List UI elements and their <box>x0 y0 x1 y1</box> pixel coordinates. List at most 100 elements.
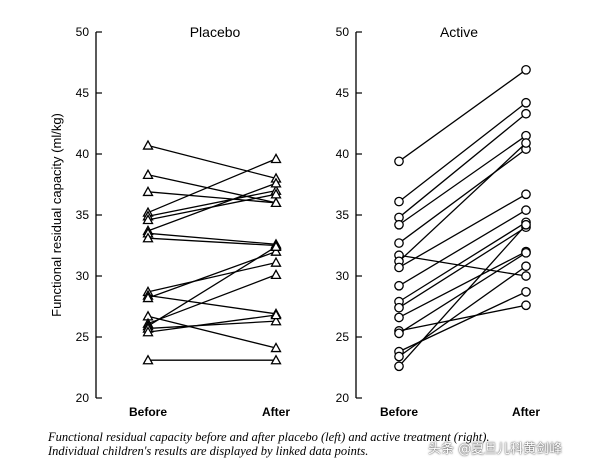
panel-title: Active <box>440 24 478 40</box>
after-point <box>521 219 531 230</box>
link-line <box>147 191 277 204</box>
subject-pair <box>142 184 282 221</box>
link-line <box>398 69 527 162</box>
before-point <box>142 168 154 179</box>
after-point <box>521 108 531 119</box>
x-category-label: After <box>512 405 540 419</box>
link-line <box>398 254 527 277</box>
panel-title: Placebo <box>190 24 241 40</box>
after-point <box>521 205 531 215</box>
x-category-label: Before <box>129 405 167 419</box>
after-point <box>521 97 531 108</box>
after-point <box>521 300 531 311</box>
y-tick-label: 50 <box>76 25 90 39</box>
link-line <box>147 144 277 180</box>
link-line <box>147 315 277 349</box>
link-line <box>147 232 277 245</box>
y-tick-label: 25 <box>336 330 350 344</box>
after-point <box>270 153 282 164</box>
after-point <box>270 315 282 326</box>
after-point <box>270 342 282 353</box>
watermark: 头条 @夏旦儿科黄剑峰 <box>428 442 563 457</box>
subject-pair <box>394 64 531 167</box>
subject-pair <box>394 108 531 223</box>
link-line <box>398 142 527 262</box>
subject-pair <box>142 232 282 250</box>
link-line <box>398 148 527 244</box>
before-point <box>142 354 154 365</box>
before-point <box>394 238 404 248</box>
subject-pair <box>142 185 282 208</box>
subject-pair <box>142 256 282 297</box>
link-line <box>147 189 277 217</box>
link-line <box>398 304 527 332</box>
link-line <box>398 221 527 303</box>
before-point <box>142 292 154 303</box>
subject-pair <box>142 177 282 236</box>
y-tick-label: 40 <box>76 147 90 161</box>
subject-pair <box>394 97 531 207</box>
y-tick-label: 25 <box>76 330 90 344</box>
before-point <box>394 312 404 323</box>
before-point <box>394 280 404 291</box>
x-category-label: After <box>262 405 290 419</box>
before-point <box>394 328 404 339</box>
after-point <box>270 177 282 188</box>
y-tick-label: 35 <box>76 208 90 222</box>
link-line <box>147 237 277 247</box>
after-point <box>270 196 282 208</box>
y-axis-label: Functional residual capacity (ml/kg) <box>49 113 64 317</box>
subject-pair <box>394 261 531 362</box>
subject-pair <box>394 205 531 291</box>
link-line <box>398 135 527 226</box>
caption-line-2: Individual children's results are displa… <box>48 444 369 458</box>
before-point <box>142 326 154 337</box>
chart-figure: 20 25 30 35 40 45 50 Before After Placebo Function… <box>49 24 541 419</box>
link-line <box>398 265 527 358</box>
after-point <box>521 247 531 258</box>
chart-panel-0: 20 25 30 35 40 45 50 Before After Placebo Function… <box>49 24 290 419</box>
before-point <box>394 351 404 362</box>
before-point <box>394 219 404 230</box>
subject-pair <box>142 310 282 353</box>
link-line <box>398 113 527 218</box>
link-line <box>398 224 527 367</box>
after-point <box>521 64 531 75</box>
link-line <box>398 252 527 334</box>
link-line <box>398 226 527 309</box>
before-point <box>142 232 154 243</box>
after-point <box>521 261 531 272</box>
before-point <box>142 139 154 150</box>
subject-pair <box>394 250 531 281</box>
chart-panel-1: 20 25 30 35 40 45 50 Before After Active <box>336 24 541 419</box>
before-point <box>142 185 154 197</box>
subject-pair <box>142 268 282 328</box>
link-line <box>147 158 277 214</box>
before-point <box>142 214 154 225</box>
after-point <box>270 309 282 320</box>
subject-pair <box>142 240 282 331</box>
link-line <box>147 182 277 232</box>
x-category-label: Before <box>380 405 418 419</box>
subject-pair <box>394 222 531 313</box>
subject-pair <box>142 139 282 183</box>
after-point <box>270 268 282 280</box>
after-point <box>521 189 531 200</box>
subject-pair <box>394 300 531 336</box>
after-point <box>270 256 282 267</box>
before-point <box>394 262 404 273</box>
link-line <box>398 102 527 203</box>
after-point <box>270 245 282 256</box>
after-point <box>270 354 282 365</box>
after-point <box>270 240 282 251</box>
subject-pair <box>142 245 282 303</box>
y-tick-label: 20 <box>336 391 350 405</box>
before-point <box>394 156 404 167</box>
link-line <box>147 246 277 327</box>
figure-caption: Functional residual capacity before and … <box>48 430 593 458</box>
y-tick-label: 30 <box>76 269 90 283</box>
link-line <box>398 193 527 269</box>
after-point <box>521 271 531 281</box>
y-tick-label: 50 <box>336 25 350 39</box>
subject-pair <box>394 138 531 267</box>
